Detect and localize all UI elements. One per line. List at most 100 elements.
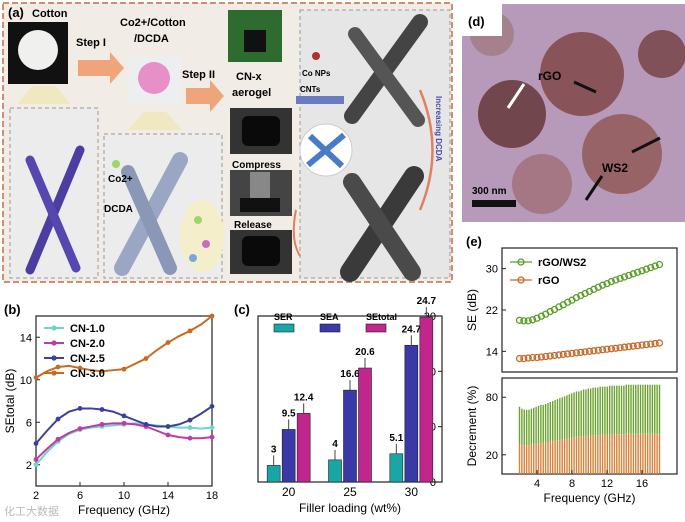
increasing-arrow-icon — [418, 89, 434, 211]
e-point — [638, 341, 646, 349]
c-legend-label: SER — [274, 312, 293, 322]
e-ytick-label: 30 — [486, 264, 498, 276]
b-point — [187, 425, 193, 430]
c-legend-label: SEtotal — [366, 312, 397, 322]
co-cotton-label-1: Co2+/Cotton — [120, 17, 186, 29]
step2-arrow-icon — [186, 80, 224, 112]
c-value-label: 24.7 — [417, 296, 437, 307]
e-point — [598, 346, 607, 354]
pink-cotton-image — [138, 62, 170, 94]
b-point — [209, 313, 215, 319]
panel-a-schematic: (a) Cotton Step I Co2+/Cotton /DCDA Step… — [2, 2, 453, 283]
b-point — [209, 425, 215, 430]
release-label: Release — [234, 220, 272, 231]
c-category-label: 30 — [405, 485, 419, 499]
b-legend-marker — [51, 340, 57, 346]
b-legend-label: CN-1.0 — [70, 323, 105, 335]
b-ylabel: SEtotal (dB) — [3, 369, 17, 434]
e-plot-frame — [501, 247, 678, 373]
c-category-label: 25 — [343, 485, 357, 499]
b-point — [33, 457, 39, 462]
c-bar — [389, 453, 404, 483]
e-point — [520, 354, 528, 363]
rgo-sheet-4 — [638, 30, 685, 78]
c-value-label: 12.4 — [294, 392, 314, 403]
e-point — [594, 346, 602, 354]
compress-arrow-icon — [292, 209, 301, 257]
b-point — [33, 462, 39, 468]
e-legend-label: rGO — [538, 275, 560, 287]
watermark-text: 化工大数据 — [4, 506, 59, 518]
e-point — [603, 345, 611, 353]
b-series-line — [35, 422, 213, 461]
e2-ytick-label: 20 — [486, 450, 498, 462]
e-point — [581, 348, 589, 356]
b-point — [209, 403, 215, 409]
c-bar — [296, 413, 311, 483]
compress-piston — [250, 172, 270, 198]
b-point — [33, 441, 39, 446]
c-xlabel: Filler loading (wt%) — [299, 501, 401, 515]
b-xtick-label: 18 — [206, 490, 218, 502]
cotton-label: Cotton — [32, 8, 68, 20]
zoom-wedge-2 — [128, 112, 182, 130]
b-xlabel: Frequency (GHz) — [78, 503, 170, 517]
e-point — [572, 349, 581, 357]
panel-d-label: (d) — [468, 14, 485, 29]
e-point — [533, 353, 541, 362]
step1-label: Step I — [76, 37, 106, 49]
e-point — [524, 354, 532, 362]
dcda-label: DCDA — [104, 204, 133, 215]
b-point — [143, 356, 149, 361]
rgo-arrow-1-icon — [506, 83, 526, 109]
e-point — [633, 268, 642, 276]
e-point — [612, 276, 620, 284]
b-legend-marker — [51, 370, 57, 376]
rgo-sheet-3 — [582, 114, 662, 194]
b-point — [55, 364, 61, 370]
co-nps-label: Co NPs — [302, 69, 331, 78]
c-bar — [358, 367, 372, 483]
e-point — [620, 273, 629, 281]
b-point — [77, 406, 83, 411]
panel-d-label-bg — [462, 4, 502, 36]
c-value-label: 3 — [271, 444, 277, 455]
e-point — [625, 343, 633, 351]
e-point — [598, 281, 607, 289]
co2-label: Co2+ — [108, 174, 133, 185]
e-point — [537, 353, 546, 361]
e-point — [642, 340, 651, 349]
b-series-line — [35, 422, 213, 466]
scale-label: 300 nm — [472, 186, 507, 197]
e2-xtick-label: 8 — [569, 478, 575, 490]
c-bar — [419, 316, 434, 483]
e-point — [546, 352, 554, 360]
b-point — [165, 432, 171, 438]
panel-a-label: (a) — [8, 5, 24, 20]
e-point — [520, 317, 528, 325]
b-point — [143, 421, 149, 427]
cnt-box — [299, 9, 451, 279]
e-point — [647, 263, 655, 272]
step1-arrow-icon — [78, 52, 124, 84]
ws2-arrow-1-icon — [631, 136, 661, 154]
panel-d-micrograph: (d) rGO WS2 300 nm — [462, 4, 685, 222]
e-legend-label: rGO/WS2 — [538, 257, 586, 269]
e-point — [568, 349, 576, 358]
b-point — [99, 421, 105, 427]
b-legend-marker — [51, 325, 57, 331]
e2-xtick-label: 4 — [534, 478, 540, 490]
c-legend-swatch — [319, 323, 341, 333]
e-point — [524, 317, 532, 325]
rgo-text: rGO — [538, 69, 561, 83]
e-point — [528, 353, 537, 362]
b-point — [99, 407, 105, 412]
e-point — [559, 350, 567, 359]
e-point — [607, 277, 616, 286]
b-legend-label: CN-3.0 — [70, 368, 105, 380]
compress-label: Compress — [232, 160, 281, 171]
compressed-sample — [240, 198, 280, 212]
e-point — [585, 347, 594, 355]
b-ytick-label: 14 — [20, 332, 32, 344]
ws2-text: WS2 — [602, 161, 628, 175]
